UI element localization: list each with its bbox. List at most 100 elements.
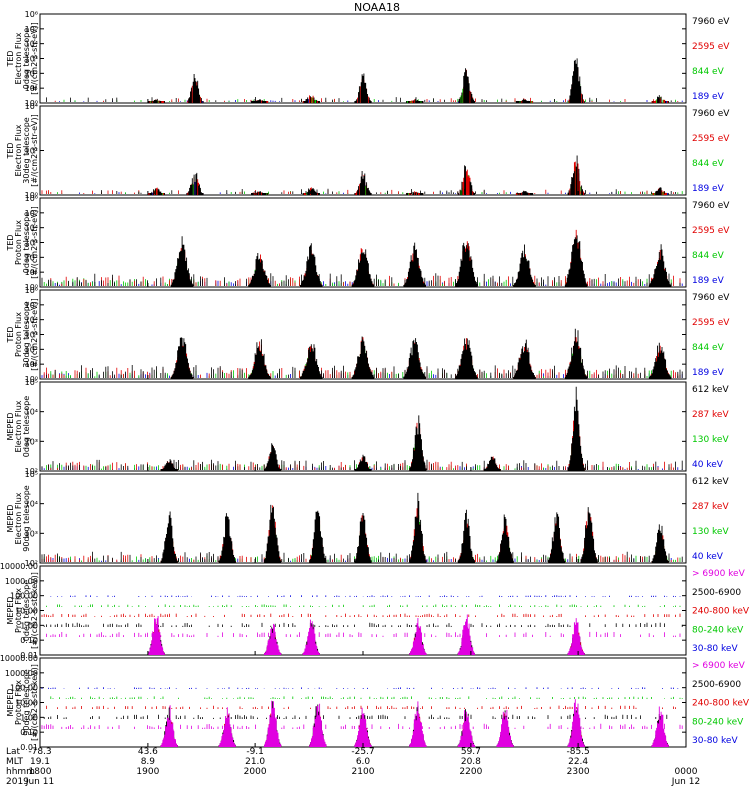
y-axis-label-line: TED — [6, 234, 15, 251]
y-tick-label: 10⁵ — [25, 301, 38, 310]
y-axis-label: TEDElectron Flux30deg telescope[#/(cm2-s… — [6, 114, 39, 186]
x-tick-label: 43.6 — [138, 747, 158, 757]
x-row-label: MLT — [6, 757, 24, 767]
legend-entry: 30-80 keV — [692, 644, 738, 654]
x-tick-label: 19.1 — [30, 757, 50, 767]
y-axis-label-line: [#/(cm2-s-str-eV)] — [30, 22, 39, 94]
y-axis-label-line: 90deg telescope — [22, 669, 31, 736]
y-axis-label-line: MEPED — [6, 505, 15, 533]
flux-burst — [264, 623, 282, 655]
y-tick-label: 10¹ — [25, 268, 38, 277]
y-tick-label: 10¹ — [25, 84, 38, 93]
x-row-label: Lat — [6, 747, 21, 757]
y-tick-label: 1.00 — [20, 713, 38, 722]
flux-burst — [300, 243, 323, 287]
flux-burst — [251, 191, 269, 195]
y-tick-label: 10⁶ — [25, 286, 38, 295]
y-axis-label: TEDElectron Flux0deg telescope[#/(cm2-s-… — [6, 22, 39, 94]
legend-entry: 240-800 keV — [692, 607, 750, 617]
series-marks — [101, 155, 676, 195]
y-tick-label: 10.00 — [15, 607, 38, 616]
y-axis-label-line: [#/(cm2-s-str-keV)] — [30, 664, 39, 741]
legend-entry: 80-240 keV — [692, 717, 744, 727]
y-tick-label: 10¹ — [25, 360, 38, 369]
y-axis-label-line: [#/(cm2-s-str-eV)] — [30, 298, 39, 370]
series-marks — [41, 386, 683, 471]
flux-burst — [409, 701, 427, 747]
y-tick-label: 10⁵ — [25, 25, 38, 34]
legend-entry: 7960 eV — [692, 17, 730, 27]
flux-burst — [354, 454, 372, 471]
y-tick-label: 0.01 — [20, 651, 38, 660]
series-marks — [46, 614, 681, 655]
flux-burst — [457, 710, 475, 747]
flux-noise — [50, 595, 681, 597]
legend-entry: 2595 eV — [692, 42, 730, 52]
y-tick-label: 0.10 — [20, 728, 38, 737]
flux-burst — [458, 68, 475, 103]
y-tick-label: 10³ — [25, 55, 38, 64]
x-tick-label: Jun 12 — [671, 777, 700, 787]
x-tick-label: 1800 — [29, 767, 52, 777]
series-marks — [41, 492, 683, 563]
flux-noise — [41, 273, 681, 286]
legend-entry: 2595 eV — [692, 226, 730, 236]
series-marks — [41, 699, 683, 747]
flux-burst — [564, 328, 588, 379]
flux-burst — [149, 188, 165, 195]
flux-burst — [354, 73, 372, 103]
series-marks — [46, 328, 683, 379]
y-tick-label: 10⁵ — [25, 209, 38, 218]
flux-burst — [264, 504, 282, 563]
legend-entry: > 6900 keV — [692, 661, 746, 671]
legend-entry: 7960 eV — [692, 201, 730, 211]
y-axis-label-line: MEPED — [6, 413, 15, 441]
flux-burst — [218, 513, 236, 563]
flux-burst — [567, 155, 585, 195]
y-tick-label: 10000.00 — [0, 562, 38, 571]
flux-noise — [41, 551, 683, 562]
y-axis-label-line: TED — [6, 142, 15, 159]
flux-burst — [569, 58, 585, 103]
legend-entry: 240-800 keV — [692, 699, 750, 709]
x-tick-label: 1900 — [136, 767, 159, 777]
y-tick-label: 1000.00 — [5, 669, 38, 678]
y-tick-label: 10⁰ — [25, 283, 38, 292]
flux-burst — [251, 99, 267, 103]
y-axis-label-line: Proton Flux — [14, 680, 23, 725]
flux-noise — [43, 622, 683, 627]
legend-entry: 189 eV — [692, 184, 725, 194]
y-tick-label: 10³ — [25, 529, 38, 538]
y-tick-label: 10⁶ — [25, 194, 38, 203]
series-marks — [41, 235, 681, 287]
flux-burst — [300, 344, 323, 379]
flux-noise — [43, 714, 668, 719]
y-tick-label: 10³ — [25, 331, 38, 340]
flux-noise — [41, 613, 681, 617]
legend-entry: 844 eV — [692, 251, 725, 261]
flux-burst — [496, 709, 514, 747]
panel-ted-electron-0deg: 10⁰ 10¹ 10² 10³ 10⁴ 10⁵ 10⁶ TEDElectron Flux0de… — [6, 10, 730, 108]
flux-burst — [515, 98, 531, 103]
y-axis-label-line: 30deg telescope — [22, 117, 31, 184]
legend-entry: 40 keV — [692, 460, 724, 470]
legend-entry: 7960 eV — [692, 109, 730, 119]
x-tick-label: -85.5 — [566, 747, 589, 757]
y-tick-label: 10⁴ — [25, 40, 38, 49]
y-axis-label: MEPEDProton Flux0deg telescope[#/(cm2-s-… — [6, 572, 39, 649]
legend-entry: 844 eV — [692, 343, 725, 353]
flux-burst — [264, 700, 282, 747]
y-tick-label: 10⁴ — [25, 102, 38, 111]
legend-entry: 287 keV — [692, 410, 729, 420]
y-tick-label: 10² — [25, 345, 38, 354]
y-axis-label-line: TED — [6, 50, 15, 67]
y-axis-label-line: Proton Flux — [14, 220, 23, 265]
y-tick-label: 10² — [25, 253, 38, 262]
y-axis-label-line: 0deg telescope — [22, 28, 31, 89]
panel-ted-electron-30deg: 10⁰ 10² 10⁴ TEDElectron Flux30deg telescope… — [6, 102, 730, 200]
y-axis-label-line: Electron Flux — [14, 32, 23, 84]
y-tick-label: 1.00 — [20, 621, 38, 630]
